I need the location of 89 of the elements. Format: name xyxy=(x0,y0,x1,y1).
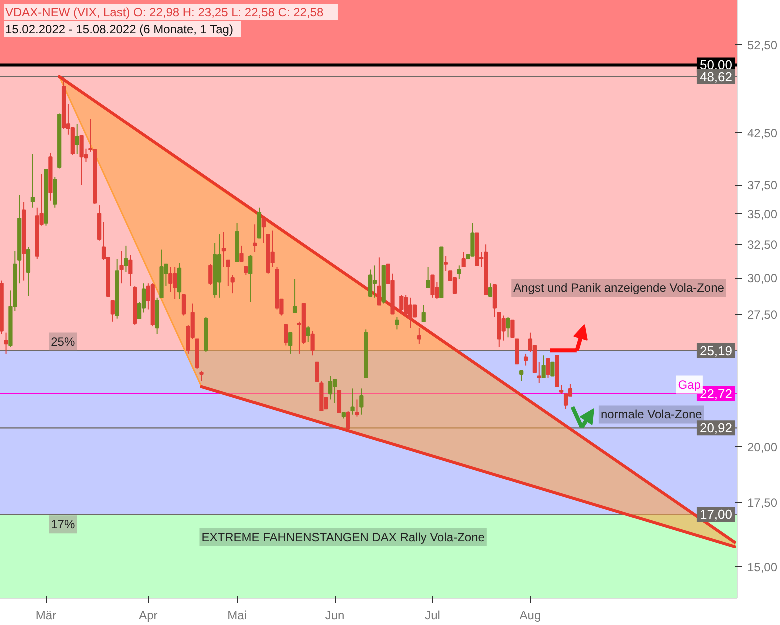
candlestick xyxy=(506,316,510,338)
candlestick xyxy=(524,353,528,366)
x-tick-label: Aug xyxy=(520,608,542,622)
candlestick xyxy=(288,332,293,354)
candlestick xyxy=(408,297,413,329)
candlestick xyxy=(372,265,378,298)
x-tick-label: Jul xyxy=(425,608,440,622)
y-tick-label: 27,50 xyxy=(748,308,778,322)
x-tick-label: Apr xyxy=(139,608,158,622)
x-tick-label: Mär xyxy=(36,608,57,622)
candlestick xyxy=(488,283,493,297)
candlestick xyxy=(368,269,373,297)
candlestick xyxy=(208,264,213,286)
y-tick-label: 42,50 xyxy=(748,126,778,140)
annotation: Gap xyxy=(678,378,702,392)
candlestick xyxy=(337,390,342,414)
candlestick xyxy=(177,262,182,300)
candlestick xyxy=(444,256,448,272)
candlestick xyxy=(550,362,555,377)
candlestick xyxy=(128,254,133,287)
candlestick xyxy=(426,266,430,288)
candlestick xyxy=(492,284,497,318)
candlestick xyxy=(4,332,8,354)
candlestick xyxy=(457,265,462,280)
annotation: 25% xyxy=(51,334,76,349)
candlestick xyxy=(306,326,310,343)
candlestick xyxy=(262,218,266,244)
ref-line-label: 48,62 xyxy=(700,69,733,84)
candlestick xyxy=(395,316,400,330)
candlestick xyxy=(430,274,435,298)
candlestick xyxy=(346,410,350,430)
band-label: EXTREME FAHNENSTANGEN DAX Rally Vola-Zone xyxy=(202,530,486,544)
ref-line-label: 22,72 xyxy=(700,386,733,402)
x-tick-label: Jun xyxy=(325,608,345,622)
candlestick xyxy=(182,294,186,316)
y-tick-label: 20,00 xyxy=(748,440,778,454)
band-label: normale Vola-Zone xyxy=(600,408,703,422)
candlestick xyxy=(75,124,80,155)
band-label: Angst und Panik anzeigende Vola-Zone xyxy=(514,280,725,295)
candlestick xyxy=(350,388,355,416)
x-tick-label: Mai xyxy=(228,608,247,622)
candlestick xyxy=(355,399,360,418)
candlestick xyxy=(110,300,115,322)
candlestick xyxy=(120,250,124,284)
candlestick xyxy=(542,355,546,378)
text: 15.02.2022 - 15.08.2022 (6 Monate, 1 Tag) xyxy=(6,22,234,36)
candlestick xyxy=(462,252,466,268)
candlestick xyxy=(332,379,338,404)
ref-line-label: 20,92 xyxy=(700,420,733,436)
candlestick xyxy=(168,266,173,293)
candlestick xyxy=(412,304,418,318)
candlestick xyxy=(200,370,204,382)
candlestick xyxy=(26,246,31,297)
candlestick xyxy=(284,324,288,346)
candlestick xyxy=(226,260,230,287)
candlestick xyxy=(240,245,244,262)
y-tick-label: 17,50 xyxy=(748,496,778,510)
candlestick xyxy=(222,232,226,268)
candlestick xyxy=(510,320,515,338)
y-tick-label: 35,00 xyxy=(748,207,778,222)
candlestick xyxy=(400,294,404,315)
candlestick xyxy=(377,257,382,306)
candlestick xyxy=(315,362,320,382)
y-tick-label: 30,00 xyxy=(748,272,778,286)
candlestick xyxy=(292,278,298,314)
text: VDAX-NEW (VIX, Last) O: 22,98 H: 23,25 L: 22,58 C: 22,58 xyxy=(6,6,324,20)
y-tick-label: 15,00 xyxy=(748,560,778,574)
candlestick xyxy=(230,274,235,294)
candlestick xyxy=(328,376,333,400)
candlestick xyxy=(124,245,128,273)
candlestick xyxy=(248,254,253,303)
y-tick-label: 37,50 xyxy=(748,178,778,193)
annotation: 17% xyxy=(51,518,76,532)
candlestick xyxy=(502,315,506,342)
candlestick xyxy=(252,224,258,253)
y-tick-label: 52,50 xyxy=(748,38,778,52)
y-tick-label: 32,50 xyxy=(748,238,778,252)
candlestick xyxy=(310,330,315,356)
candlestick xyxy=(422,304,426,322)
ref-line-label: 17,00 xyxy=(700,507,733,522)
ref-line-label: 25,19 xyxy=(700,343,733,358)
candlestick xyxy=(537,362,542,384)
candlestick xyxy=(546,358,550,378)
candlestick xyxy=(360,388,364,416)
candlestick xyxy=(30,154,35,208)
candlestick xyxy=(417,328,422,345)
candlestick xyxy=(520,370,524,382)
candlestick xyxy=(560,384,564,395)
ref-line-label: 50,00 xyxy=(700,58,733,73)
